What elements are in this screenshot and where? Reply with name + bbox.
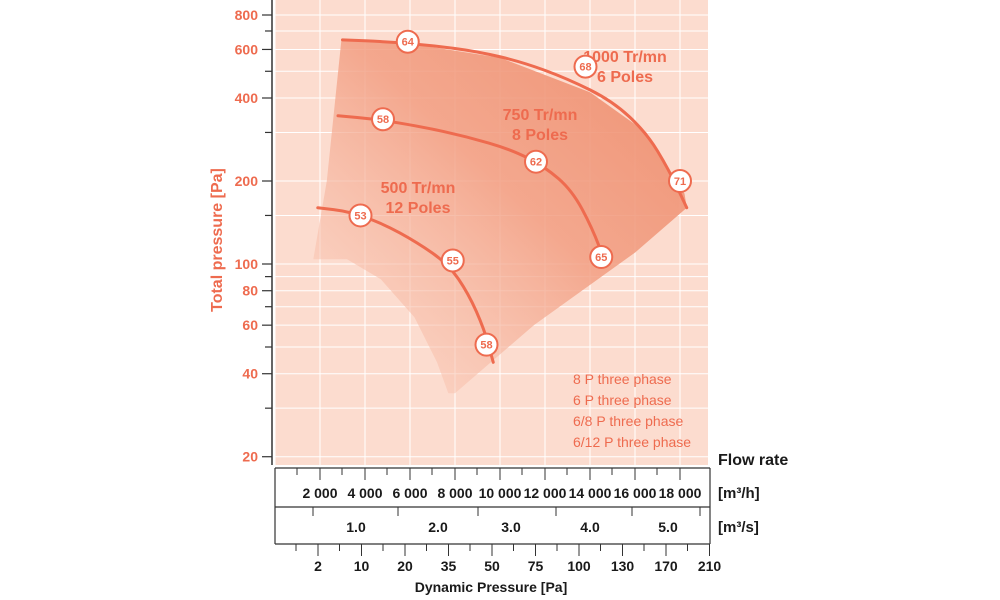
efficiency-marker — [474, 332, 499, 357]
x-axes: 2 000 4 000 6 000 8 000 10 000 12 000 14 000 16… — [274, 467, 722, 574]
dynamic-pressure-tick-label: 210 — [698, 558, 722, 574]
efficiency-marker-label: 53 — [354, 210, 366, 222]
dynamic-pressure-tick-label: 100 — [567, 558, 591, 574]
operating-area — [313, 39, 687, 394]
y-tick-label: 100 — [235, 256, 259, 272]
efficiency-marker-label: 64 — [402, 37, 415, 49]
flow-m3s-tick-label: 5.0 — [658, 519, 678, 535]
dynamic-pressure-label: Dynamic Pressure [Pa] — [415, 579, 568, 595]
efficiency-marker-label: 55 — [447, 255, 459, 267]
efficiency-marker — [589, 245, 614, 270]
dynamic-pressure-tick-label: 75 — [528, 558, 544, 574]
efficiency-marker-label: 58 — [480, 340, 492, 352]
efficiency-marker — [348, 203, 373, 228]
efficiency-marker-label: 65 — [595, 252, 607, 264]
efficiency-marker — [440, 248, 465, 273]
y-axis-label: Total pressure [Pa] — [209, 168, 226, 312]
dynamic-pressure-tick-label: 130 — [611, 558, 635, 574]
y-tick-label: 600 — [235, 41, 259, 57]
y-axis: 20 40 60 80 100 200 400 600 800 — [235, 0, 273, 465]
legend-item: 6/12 P three phase — [573, 434, 691, 450]
flow-m3h-tick-label: 2 000 — [302, 485, 337, 501]
dynamic-pressure-tick-label: 20 — [397, 558, 413, 574]
flow-m3s-tick-label: 2.0 — [428, 519, 448, 535]
curve-label-3: 500 Tr/mn 12 Poles — [381, 180, 456, 217]
y-tick-label: 40 — [242, 366, 258, 382]
curve-series-2 — [336, 114, 608, 266]
efficiency-marker — [395, 29, 420, 54]
flow-rate-label: Flow rate — [718, 452, 788, 469]
efficiency-marker-label: 58 — [377, 114, 389, 126]
curve-label-2: 750 Tr/mn 8 Poles — [503, 107, 578, 144]
dynamic-pressure-tick-label: 170 — [654, 558, 678, 574]
dynamic-pressure-tick-label: 2 — [314, 558, 322, 574]
flow-m3h-tick-label: 4 000 — [347, 485, 382, 501]
flow-m3h-tick-label: 8 000 — [437, 485, 472, 501]
y-tick-label: 20 — [242, 449, 258, 465]
flow-m3s-tick-label: 3.0 — [501, 519, 521, 535]
flow-m3s-unit: [m³/s] — [718, 519, 759, 536]
legend-item: 6 P three phase — [573, 392, 672, 408]
y-tick-label: 60 — [242, 317, 258, 333]
legend-item: 6/8 P three phase — [573, 413, 683, 429]
curve-series-3 — [316, 206, 495, 364]
y-tick-label: 200 — [235, 173, 259, 189]
dynamic-pressure-tick-label: 35 — [441, 558, 457, 574]
efficiency-marker-label: 68 — [579, 62, 591, 74]
flow-m3h-tick-label: 6 000 — [392, 485, 427, 501]
flow-m3h-tick-label: 12 000 — [524, 485, 567, 501]
flow-m3h-tick-label: 18 000 — [659, 485, 702, 501]
legend-item: 8 P three phase — [573, 371, 672, 387]
flow-m3s-tick-label: 4.0 — [580, 519, 600, 535]
curves — [316, 38, 689, 364]
flow-m3h-unit: [m³/h] — [718, 485, 760, 502]
legend: 8 P three phase 6 P three phase 6/8 P thre… — [573, 371, 691, 450]
flow-m3h-tick-label: 10 000 — [479, 485, 522, 501]
dynamic-pressure-tick-label: 50 — [484, 558, 500, 574]
dynamic-pressure-tick-label: 10 — [354, 558, 370, 574]
efficiency-marker-label: 71 — [674, 176, 686, 188]
efficiency-marker — [371, 107, 395, 132]
efficiency-marker-label: 62 — [530, 157, 542, 169]
efficiency-marker — [668, 169, 692, 193]
curve-series-1 — [341, 38, 689, 210]
flow-m3h-tick-label: 16 000 — [614, 485, 657, 501]
markers: 64 68 71 58 62 65 53 55 58 — [348, 29, 692, 357]
y-tick-label: 80 — [242, 283, 258, 299]
flow-m3s-tick-label: 1.0 — [346, 519, 366, 535]
y-tick-label: 400 — [235, 90, 259, 106]
efficiency-marker — [573, 54, 598, 79]
curve-label-1: 1000 Tr/mn 6 Poles — [583, 49, 667, 86]
y-tick-label: 800 — [235, 7, 259, 23]
efficiency-marker — [524, 149, 548, 174]
flow-m3h-tick-label: 14 000 — [569, 485, 612, 501]
